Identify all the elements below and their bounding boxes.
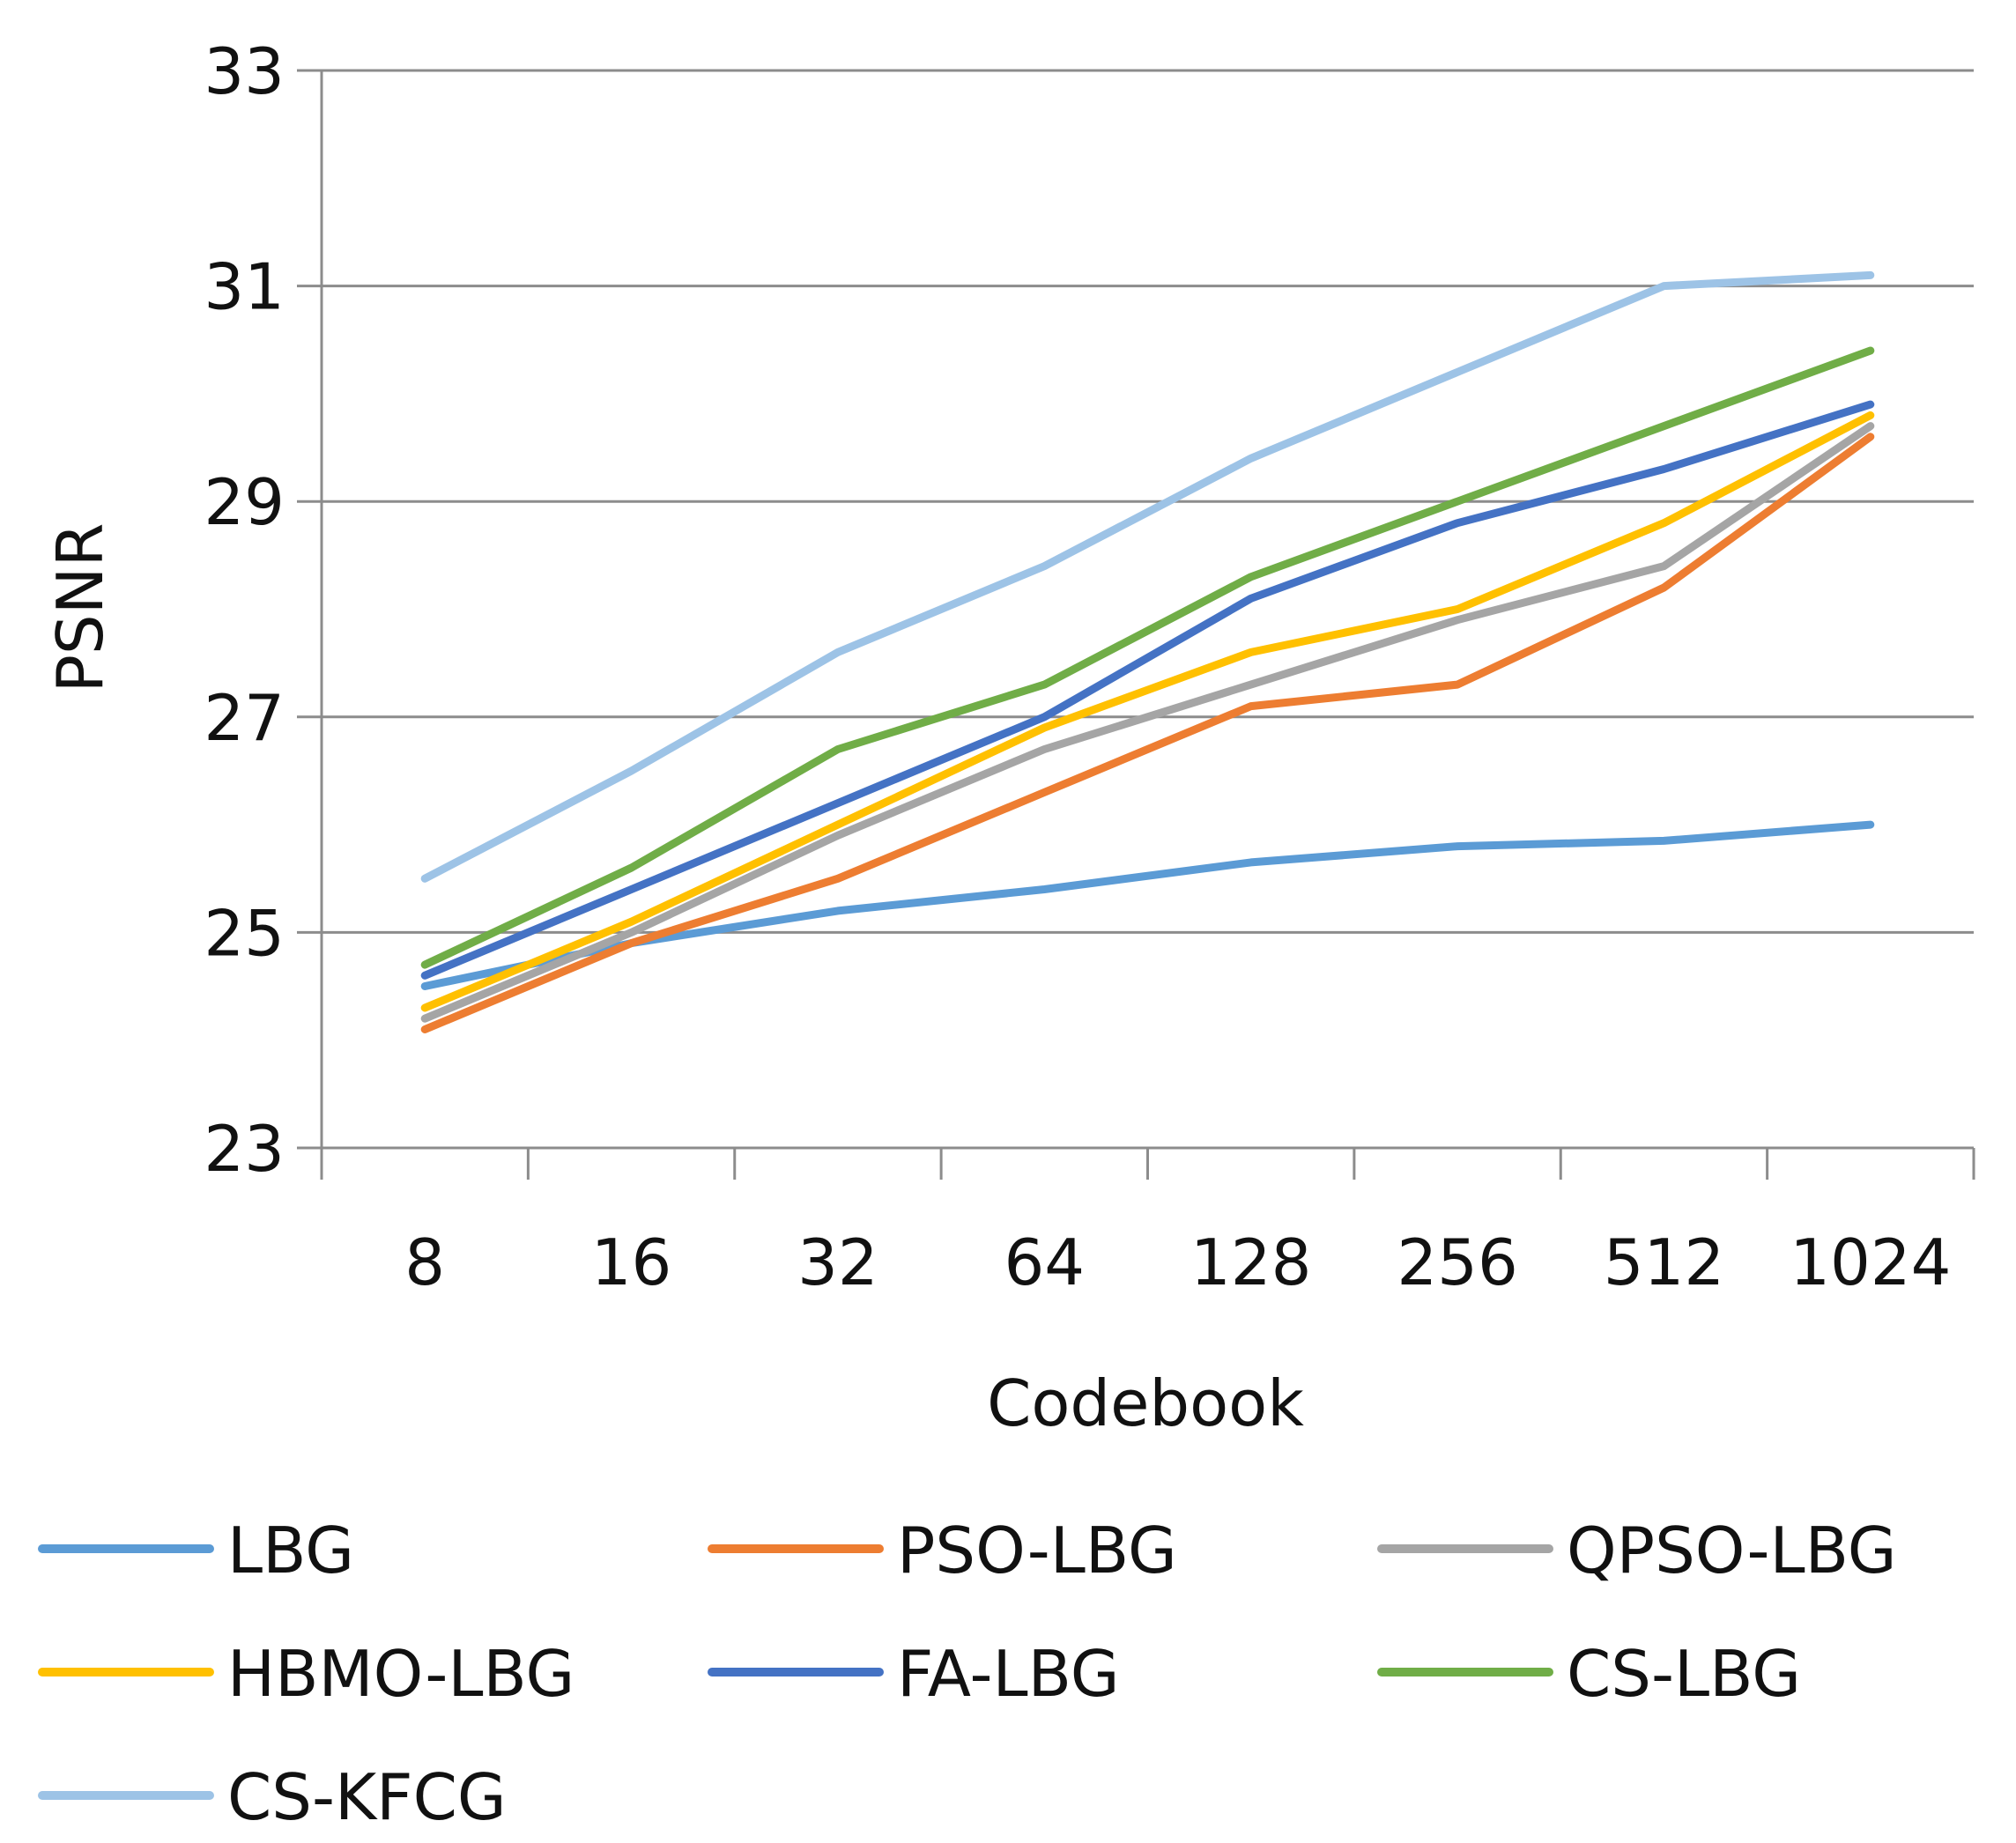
tick-labels: 23 25 27 29 31 33 8 16 32 64 128 256 512 1024	[204, 34, 1951, 1299]
x-tick-label: 64	[1004, 1225, 1086, 1299]
y-tick-label: 25	[204, 896, 285, 970]
legend-label: PSO-LBG	[897, 1514, 1177, 1588]
legend-item-hbmo-lbg: HBMO-LBG	[38, 1637, 574, 1711]
x-tick-label: 16	[591, 1225, 672, 1299]
x-tick-label: 128	[1190, 1225, 1311, 1299]
y-tick-label: 31	[204, 250, 285, 324]
x-tick-label: 512	[1604, 1225, 1724, 1299]
legend: LBG PSO-LBG QPSO-LBG HBMO-LBG FA-LBG CS-LBG CS…	[38, 1514, 1896, 1834]
x-tick-label: 8	[404, 1225, 445, 1299]
legend-item-pso-lbg: PSO-LBG	[708, 1514, 1177, 1588]
legend-label: CS-LBG	[1567, 1637, 1801, 1711]
series-lines	[420, 270, 1875, 1033]
y-tick-label: 23	[204, 1112, 285, 1186]
series-line-cs-kfcg	[420, 270, 1875, 883]
y-axis-title: PSNR	[43, 522, 117, 692]
x-tick-label: 32	[797, 1225, 878, 1299]
y-tick-label: 27	[204, 681, 285, 755]
series-line-fa-lbg	[420, 400, 1875, 980]
axes	[320, 70, 1975, 1180]
legend-label: FA-LBG	[897, 1637, 1120, 1711]
legend-label: CS-KFCG	[227, 1760, 507, 1834]
x-axis-title: Codebook	[987, 1366, 1304, 1440]
legend-label: LBG	[227, 1514, 354, 1588]
series-line-lbg	[420, 820, 1875, 990]
legend-item-cs-kfcg: CS-KFCG	[38, 1760, 507, 1834]
x-tick-label: 256	[1397, 1225, 1517, 1299]
legend-item-qpso-lbg: QPSO-LBG	[1377, 1514, 1896, 1588]
legend-item-lbg: LBG	[38, 1514, 354, 1588]
legend-item-fa-lbg: FA-LBG	[708, 1637, 1120, 1711]
gridlines	[297, 69, 1974, 1150]
legend-label: HBMO-LBG	[227, 1637, 574, 1711]
series-line-qpso-lbg	[420, 422, 1875, 1023]
legend-label: QPSO-LBG	[1567, 1514, 1896, 1588]
legend-item-cs-lbg: CS-LBG	[1377, 1637, 1801, 1711]
series-line-cs-lbg	[420, 346, 1875, 969]
series-line-pso-lbg	[420, 433, 1875, 1033]
x-tick-label: 1024	[1790, 1225, 1951, 1299]
series-line-hbmo-lbg	[420, 411, 1875, 1012]
y-tick-label: 29	[204, 465, 285, 539]
y-tick-label: 33	[204, 34, 285, 108]
